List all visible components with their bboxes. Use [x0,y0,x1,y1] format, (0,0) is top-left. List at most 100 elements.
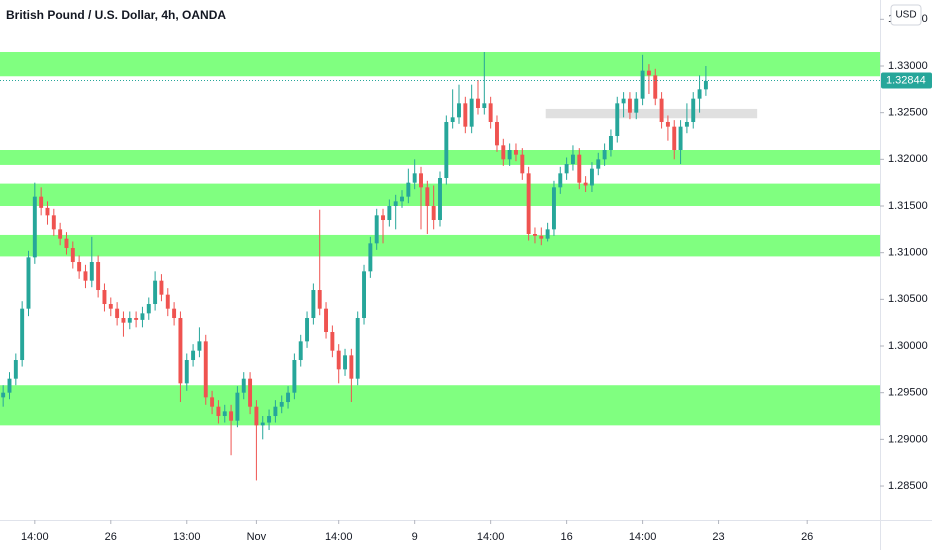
x-tick-label: 14:00 [477,531,505,543]
currency-label: USD [895,10,916,21]
candle-body [634,98,639,113]
price-box [545,108,758,119]
last-price-tag [881,72,932,89]
candle-body [267,416,272,423]
candle-body [431,206,436,221]
x-tick-label: 9 [412,531,418,543]
candle-body [229,411,234,421]
candle-body [7,378,12,393]
candle-body [102,290,107,305]
chart-title: British Pound / U.S. Dollar, 4h, OANDA [6,8,226,22]
candle-body [298,341,303,361]
candle-body [539,235,544,239]
candle-body [640,70,645,99]
candle-body [393,201,398,207]
candle-body [153,280,158,305]
currency-button [890,4,922,26]
candle-body [589,168,594,186]
y-tick-label: 1.28500 [888,480,928,492]
y-tick-label: 1.31500 [888,200,928,212]
candle-body [545,229,550,239]
candle-body [260,422,265,426]
candle-body [691,98,696,122]
candle-body [362,271,366,319]
x-tick-label: Nov [247,531,267,543]
candle-body [577,154,582,183]
candle-body [349,355,354,379]
candle-body [241,378,246,393]
candle-body [292,360,297,393]
candle-body [58,229,63,239]
y-tick-label: 1.29500 [888,387,928,399]
candle-body [438,178,442,221]
candle-body [425,187,430,207]
x-tick-label: 23 [712,531,724,543]
candle-body [501,145,506,160]
candle-body [463,103,468,127]
candle-body [178,318,183,384]
candle-body [140,313,145,320]
candle-body [305,318,310,342]
candle-body [254,406,259,426]
candle-body [172,308,177,319]
candle-body [248,378,253,407]
support-resistance-zone [0,385,880,426]
candle-body [653,75,658,99]
candle-body [279,402,284,407]
candle-body [127,318,132,323]
candle-body [96,262,101,291]
candle-body [222,411,227,417]
candle-body [374,215,379,244]
candle-body [697,89,702,99]
candle-body [203,341,208,398]
candle-body [672,126,677,150]
candle-body [526,173,531,235]
candle-body [210,397,215,407]
candle-body [450,117,455,122]
candle-body [165,294,170,309]
candle-body [469,98,474,127]
candle-body [286,392,291,403]
x-tick-label: 26 [801,531,813,543]
candle-body [400,196,404,202]
candle-body [115,308,120,319]
y-tick-label: 1.29000 [888,433,928,445]
y-tick-label: 1.33000 [888,60,928,72]
support-resistance-zone [0,234,880,257]
candle-body [159,280,164,295]
x-tick-label: 16 [560,531,572,543]
candle-body [646,70,651,76]
y-tick-label: 1.32000 [888,153,928,165]
candle-body [45,207,50,216]
support-resistance-zone [0,149,880,165]
candle-body [659,98,664,122]
candle-body [387,206,392,221]
y-tick-label: 1.30000 [888,340,928,352]
candle-body [216,406,221,417]
x-tick-label: 14:00 [21,531,49,543]
candle-body [507,149,512,160]
candle-body [520,154,525,174]
candle-body [324,308,329,333]
candle-body [615,103,620,136]
candle-body [627,98,632,113]
candle-body [476,98,480,108]
candle-body [412,173,417,183]
candle-body [89,262,94,281]
x-tick-label: 14:00 [629,531,657,543]
candle-body [703,80,708,90]
candle-body [596,159,601,169]
candle-body [419,173,423,188]
candle-body [488,103,493,122]
candle-body [621,98,626,104]
candle-body [77,262,82,272]
candle-body [514,149,518,155]
candle-body [64,238,69,249]
candle-body [495,121,499,146]
candle-body [457,103,461,118]
candle-body [235,392,240,421]
candle-body [551,187,556,230]
